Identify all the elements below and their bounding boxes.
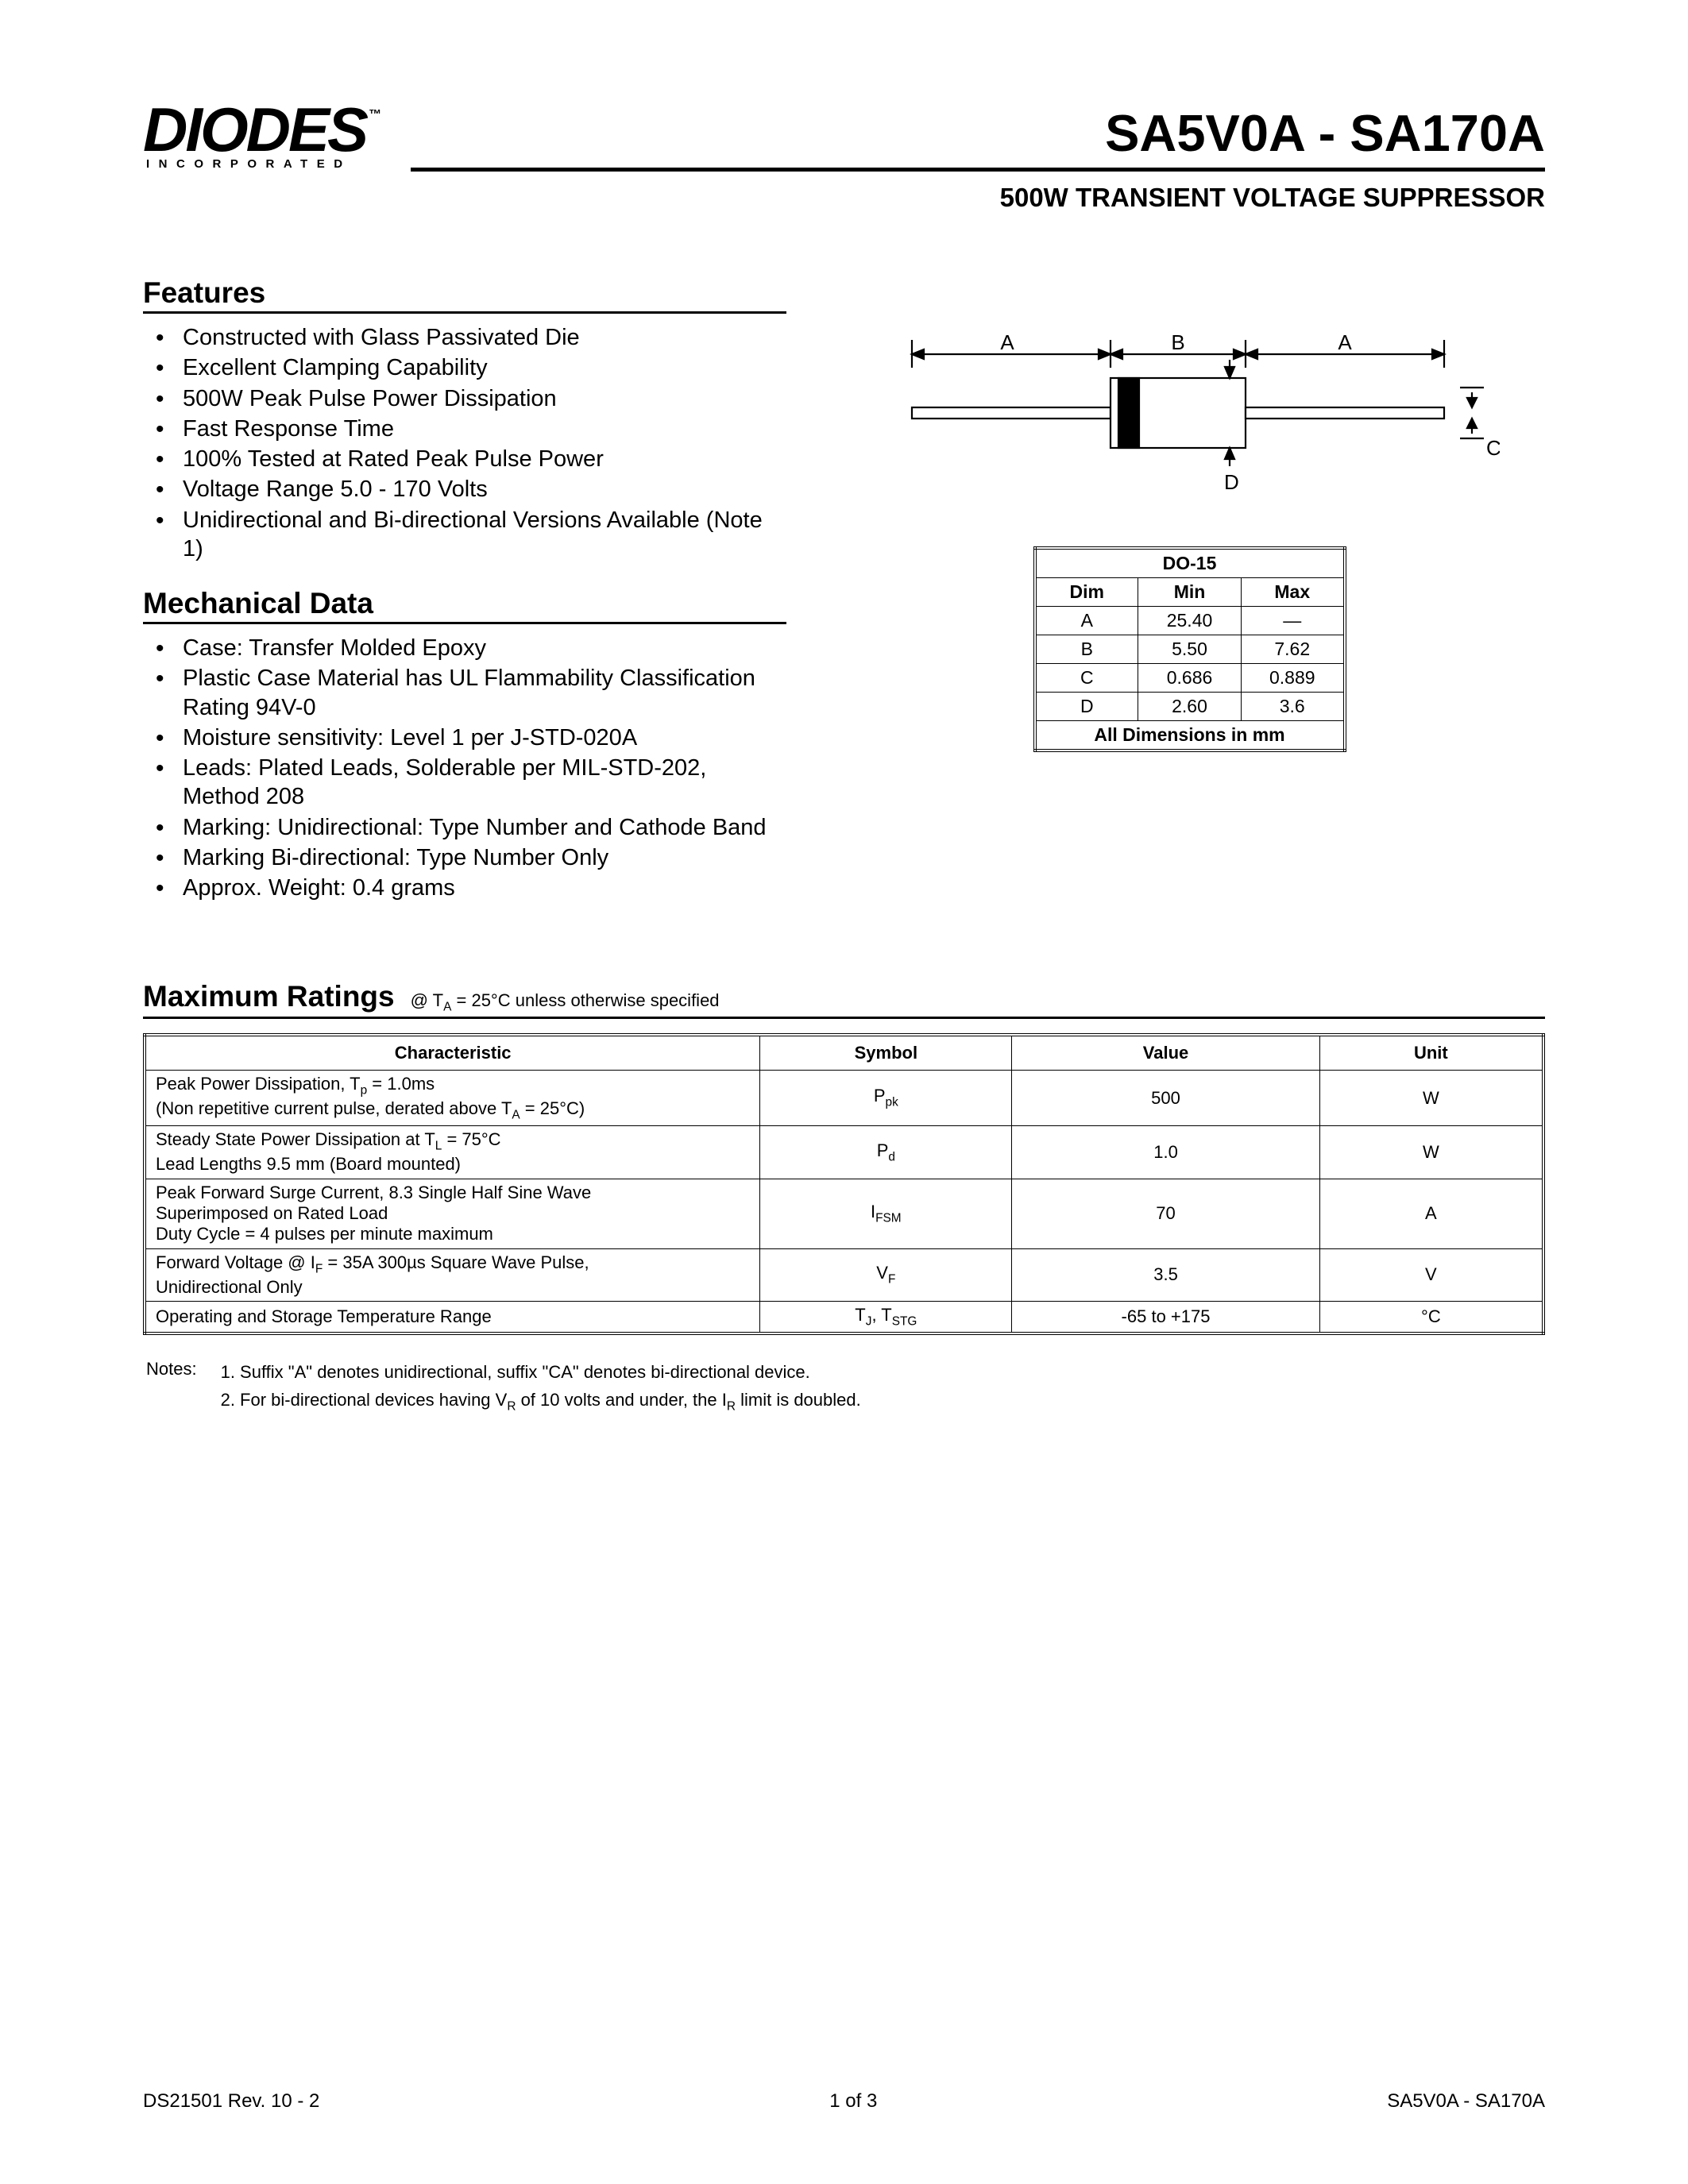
table-header: Characteristic [145,1035,760,1071]
list-item: Voltage Range 5.0 - 170 Volts [143,475,786,504]
logo-text: DIODES™ [143,103,379,156]
mechanical-heading: Mechanical Data [143,587,786,620]
table-cell: 7.62 [1242,635,1345,664]
table-header: Unit [1319,1035,1543,1071]
table-cell: Peak Power Dissipation, Tp = 1.0ms (Non … [145,1070,760,1126]
table-cell: 1.0 [1012,1126,1319,1179]
table-row: Steady State Power Dissipation at TL = 7… [145,1126,1543,1179]
table-cell: 2.60 [1138,693,1242,721]
table-row: D 2.60 3.6 [1035,693,1345,721]
table-header: Value [1012,1035,1319,1071]
list-item: Approx. Weight: 0.4 grams [143,874,786,902]
list-item: Marking: Unidirectional: Type Number and… [143,813,786,842]
table-row: A 25.40 — [1035,607,1345,635]
table-cell: B [1035,635,1138,664]
table-cell: 3.6 [1242,693,1345,721]
diagram-label-c: C [1486,436,1500,460]
table-row: Peak Forward Surge Current, 8.3 Single H… [145,1179,1543,1248]
table-header: Min [1138,578,1242,607]
table-header: Dim [1035,578,1138,607]
page-subtitle: 500W TRANSIENT VOLTAGE SUPPRESSOR [411,183,1545,213]
table-cell: W [1319,1126,1543,1179]
table-cell: 25.40 [1138,607,1242,635]
package-diagram: A B A C D [880,316,1500,499]
table-cell: VF [760,1248,1012,1301]
table-cell: Peak Forward Surge Current, 8.3 Single H… [145,1179,760,1248]
table-row: B 5.50 7.62 [1035,635,1345,664]
table-row: Forward Voltage @ IF = 35A 300µs Square … [145,1248,1543,1301]
list-item: 500W Peak Pulse Power Dissipation [143,384,786,413]
diagram-label-d: D [1224,470,1239,494]
footer-right: SA5V0A - SA170A [1387,2090,1545,2113]
title-block: SA5V0A - SA170A 500W TRANSIENT VOLTAGE S… [411,103,1545,213]
list-item: Marking Bi-directional: Type Number Only [143,843,786,872]
list-item: Constructed with Glass Passivated Die [143,323,786,352]
dim-table-footer: All Dimensions in mm [1035,721,1345,751]
table-row: Peak Power Dissipation, Tp = 1.0ms (Non … [145,1070,1543,1126]
list-item: Case: Transfer Molded Epoxy [143,634,786,662]
table-cell: Operating and Storage Temperature Range [145,1302,760,1334]
list-item: Excellent Clamping Capability [143,353,786,382]
table-row: C 0.686 0.889 [1035,664,1345,693]
header: DIODES™ INCORPORATED SA5V0A - SA170A 500… [143,103,1545,213]
table-row: Operating and Storage Temperature Range … [145,1302,1543,1334]
table-cell: 5.50 [1138,635,1242,664]
table-cell: A [1319,1179,1543,1248]
table-cell: C [1035,664,1138,693]
table-cell: W [1319,1070,1543,1126]
footer-left: DS21501 Rev. 10 - 2 [143,2090,319,2113]
footer-center: 1 of 3 [829,2090,877,2113]
dimensions-table: DO-15 Dim Min Max A 25.40 — B 5.50 7.62 [1033,546,1346,752]
table-cell: 0.889 [1242,664,1345,693]
diagram-label-b: B [1171,330,1184,354]
list-item: 100% Tested at Rated Peak Pulse Power [143,445,786,473]
table-cell: D [1035,693,1138,721]
table-cell: Forward Voltage @ IF = 35A 300µs Square … [145,1248,760,1301]
note-item: 2. For bi-directional devices having VR … [221,1387,861,1416]
table-cell: Ppk [760,1070,1012,1126]
features-list: Constructed with Glass Passivated Die Ex… [143,323,786,563]
table-header: Symbol [760,1035,1012,1071]
notes-label: Notes: [143,1359,197,1415]
table-cell: Steady State Power Dissipation at TL = 7… [145,1126,760,1179]
list-item: Unidirectional and Bi-directional Versio… [143,506,786,564]
list-item: Moisture sensitivity: Level 1 per J-STD-… [143,723,786,752]
ratings-heading: Maximum Ratings [143,980,395,1013]
table-cell: 3.5 [1012,1248,1319,1301]
mechanical-list: Case: Transfer Molded Epoxy Plastic Case… [143,634,786,902]
table-cell: TJ, TSTG [760,1302,1012,1334]
section-rule [143,622,786,624]
table-cell: A [1035,607,1138,635]
title-rule [411,168,1545,172]
table-cell: -65 to +175 [1012,1302,1319,1334]
table-cell: 500 [1012,1070,1319,1126]
table-cell: — [1242,607,1345,635]
note-item: 1. Suffix "A" denotes unidirectional, su… [221,1359,861,1386]
table-cell: Pd [760,1126,1012,1179]
logo-main: DIODES [143,103,366,156]
logo: DIODES™ INCORPORATED [143,103,379,171]
logo-trademark: ™ [369,110,379,121]
table-cell: IFSM [760,1179,1012,1248]
table-cell: 0.686 [1138,664,1242,693]
features-heading: Features [143,276,786,310]
table-header: Max [1242,578,1345,607]
diagram-label-a1: A [1000,330,1014,354]
diagram-label-a2: A [1338,330,1352,354]
dim-table-title: DO-15 [1035,548,1345,578]
table-cell: 70 [1012,1179,1319,1248]
list-item: Plastic Case Material has UL Flammabilit… [143,664,786,722]
section-rule [143,311,786,314]
ratings-table: Characteristic Symbol Value Unit Peak Po… [143,1033,1545,1336]
table-cell: °C [1319,1302,1543,1334]
ratings-condition: @ TA = 25°C unless otherwise specified [411,990,720,1014]
table-cell: V [1319,1248,1543,1301]
notes: Notes: 1. Suffix "A" denotes unidirectio… [143,1359,1545,1415]
page-title: SA5V0A - SA170A [411,103,1545,163]
ratings-heading-row: Maximum Ratings @ TA = 25°C unless other… [143,980,1545,1018]
page-footer: DS21501 Rev. 10 - 2 1 of 3 SA5V0A - SA17… [143,2090,1545,2113]
logo-tagline: INCORPORATED [146,157,379,171]
list-item: Leads: Plated Leads, Solderable per MIL-… [143,754,786,812]
list-item: Fast Response Time [143,415,786,443]
